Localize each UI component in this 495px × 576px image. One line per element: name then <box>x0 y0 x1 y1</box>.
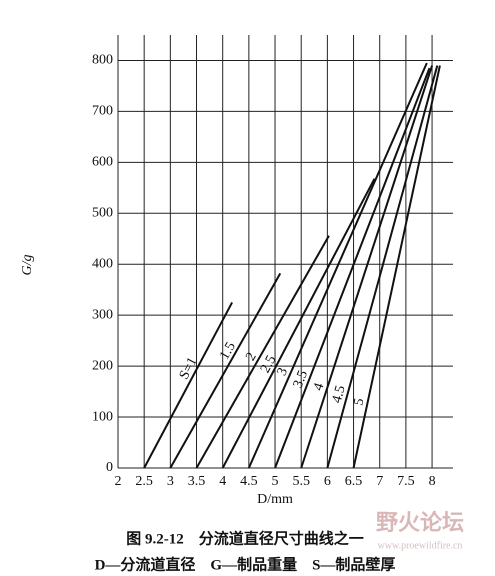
watermark: 野火论坛 <box>376 510 464 535</box>
legend-note: D—分流道直径 G—制品重量 S—制品壁厚 <box>95 555 396 573</box>
series-label: 2 <box>243 350 259 364</box>
y-tick-label: 400 <box>92 256 113 271</box>
data-line <box>326 65 439 469</box>
series-label: 3.5 <box>291 369 311 391</box>
watermark-url: www.proewildfire.cn <box>378 540 463 551</box>
x-tick-label: 5 <box>272 474 279 489</box>
series-label: 3 <box>275 366 292 378</box>
series-label: 4.5 <box>330 384 349 405</box>
series-label: 2.5 <box>258 353 279 375</box>
data-line <box>221 178 376 469</box>
data-line <box>352 65 441 469</box>
x-tick-label: 3.5 <box>188 474 206 489</box>
y-tick-label: 600 <box>92 155 113 170</box>
y-tick-label: 300 <box>92 307 113 322</box>
series-label: 1.5 <box>217 340 239 363</box>
x-tick-label: 7.5 <box>397 474 415 489</box>
y-tick-label: 0 <box>106 460 113 475</box>
x-axis-label: D/mm <box>257 492 293 507</box>
data-line <box>274 67 431 469</box>
series-label: S=1 <box>177 355 201 382</box>
x-tick-label: 4 <box>219 474 226 489</box>
data-line <box>300 65 434 469</box>
y-tick-label: 100 <box>92 409 113 424</box>
x-tick-label: 7 <box>376 474 383 489</box>
series-label: 5 <box>351 397 367 407</box>
x-tick-label: 8 <box>429 474 436 489</box>
data-line <box>143 301 233 469</box>
data-line <box>195 235 330 469</box>
x-tick-label: 2 <box>115 474 122 489</box>
x-tick-label: 2.5 <box>135 474 153 489</box>
x-tick-label: 6.5 <box>345 474 363 489</box>
y-axis-label: G/g <box>20 255 35 276</box>
x-tick-label: 3 <box>167 474 174 489</box>
data-line <box>169 272 282 469</box>
x-tick-label: 6 <box>324 474 331 489</box>
y-tick-label: 700 <box>92 104 113 119</box>
x-tick-label: 5.5 <box>292 474 310 489</box>
y-tick-label: 500 <box>92 206 113 221</box>
x-tick-label: 4.5 <box>240 474 258 489</box>
y-tick-label: 200 <box>92 358 113 373</box>
y-tick-label: 800 <box>92 53 113 68</box>
data-line <box>247 62 428 469</box>
caption: 图 9.2-12 分流道直径尺寸曲线之一 <box>126 529 364 547</box>
series-label: 4 <box>311 381 327 392</box>
